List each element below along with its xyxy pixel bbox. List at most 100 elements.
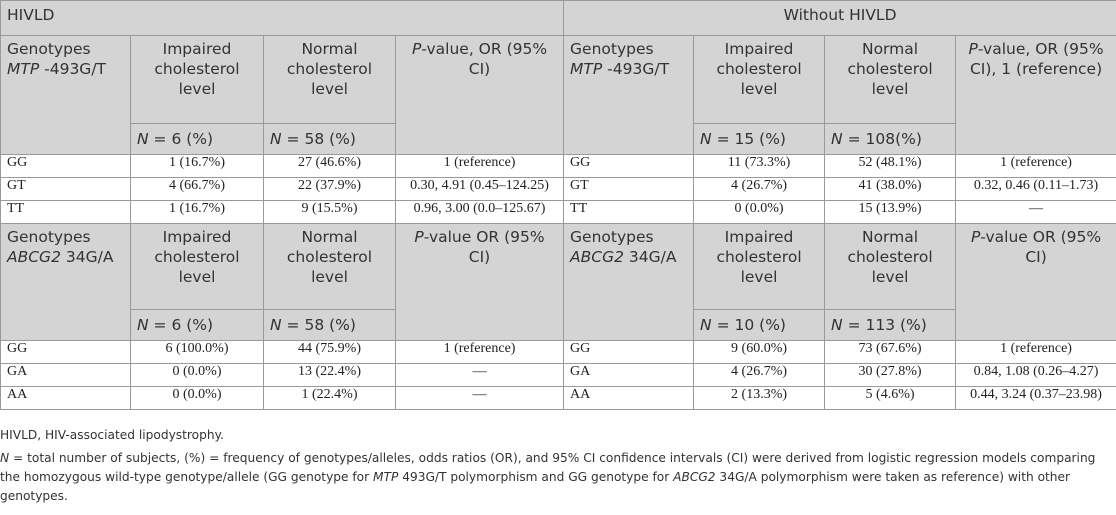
mtp-n-impaired-right: N = 15 (%) [693,123,826,155]
genotype-cell: TT [0,200,131,224]
pvalue-cell: — [394,386,565,410]
n-value: = 6 (%) [153,316,214,334]
footnote-text: 34G/A polymorphism were taken as referen… [0,470,1071,503]
pvalue-cell: — [955,200,1116,224]
impaired-cell: 6 (100.0%) [130,340,264,364]
abcg2-n-impaired-left: N = 6 (%) [130,309,264,341]
mtp-n-impaired-left: N = 6 (%) [130,123,264,155]
abcg2-header-row: Genotypes ABCG2 34G/A Impaired cholester… [0,223,1116,341]
p-symbol: P [414,228,424,246]
normal-cell: 5 (4.6%) [824,386,957,410]
abcg2-n-normal-left: N = 58 (%) [263,309,396,341]
impaired-cell: 1 (16.7%) [130,154,264,178]
impaired-cell: 4 (66.7%) [130,177,264,201]
genotype-cell: AA [0,386,131,410]
mtp-normal-header-right: Normal cholesterol level [824,35,957,124]
variant-label: 34G/A [60,248,114,266]
pvalue-cell: 0.44, 3.24 (0.37–23.98) [955,386,1116,410]
normal-cell: 44 (75.9%) [263,340,396,364]
impaired-cell: 0 (0.0%) [130,363,264,387]
variant-label: 34G/A [623,248,677,266]
pvalue-label: -value, OR (95% CI), 1 (reference) [969,40,1104,78]
genotype-cell: TT [563,200,695,224]
normal-cell: 30 (27.8%) [824,363,957,387]
genotype-label: Genotypes [570,228,654,246]
mtp-pvalue-header-left: P-value, OR (95% CI) [394,35,565,155]
table-row: GT 4 (66.7%) 22 (37.9%) 0.30, 4.91 (0.45… [0,177,1116,201]
table-row: GG 6 (100.0%) 44 (75.9%) 1 (reference) G… [0,340,1116,364]
n-symbol: N [700,316,712,334]
pvalue-cell: 1 (reference) [955,154,1116,178]
footnote-text: = total number of subjects, (%) = freque… [0,451,1096,484]
genotype-cell: GG [0,340,131,364]
mtp-impaired-header-left: Impaired cholesterol level [130,35,264,124]
impaired-cell: 0 (0.0%) [130,386,264,410]
abcg2-n-normal-right: N = 113 (%) [824,309,957,341]
variant-label: -493G/T [39,60,107,78]
impaired-cell: 4 (26.7%) [693,177,826,201]
pvalue-label: -value OR (95% CI) [423,228,545,266]
abcg2-pvalue-header-right: P-value OR (95% CI) [955,223,1116,341]
table-row: GG 1 (16.7%) 27 (46.6%) 1 (reference) GG… [0,154,1116,178]
p-symbol: P [411,40,422,58]
group-hivld: HIVLD [0,0,565,36]
genotype-cell: GA [0,363,131,387]
normal-cell: 52 (48.1%) [824,154,957,178]
mtp-n-normal-left: N = 58 (%) [263,123,396,155]
genotype-cell: AA [563,386,695,410]
mtp-impaired-header-right: Impaired cholesterol level [693,35,826,124]
n-symbol: N [137,316,149,334]
gene-name: MTP [7,60,40,78]
n-symbol: N [270,316,282,334]
footnote-text: 493G/T polymorphism and GG genotype for [398,470,674,484]
n-symbol: N [831,316,843,334]
abcg2-genotype-header-right: Genotypes ABCG2 34G/A [563,223,695,341]
n-symbol: N [0,451,10,465]
pvalue-cell: 0.96, 3.00 (0.0–125.67) [394,200,565,224]
group-header-row: HIVLD Without HIVLD [0,0,1116,36]
p-symbol: P [968,40,978,58]
mtp-genotype-header-left: Genotypes MTP -493G/T [0,35,131,155]
footnote-abbreviation: HIVLD, HIV-associated lipodystrophy. [0,428,224,442]
n-value: = 6 (%) [153,130,214,148]
footnote-methods: N = total number of subjects, (%) = freq… [0,449,1112,506]
impaired-cell: 9 (60.0%) [693,340,826,364]
abcg2-pvalue-header-left: P-value OR (95% CI) [394,223,565,341]
abcg2-normal-header-left: Normal cholesterol level [263,223,396,310]
normal-cell: 27 (46.6%) [263,154,396,178]
normal-cell: 1 (22.4%) [263,386,396,410]
n-symbol: N [831,130,843,148]
table-row: AA 0 (0.0%) 1 (22.4%) — AA 2 (13.3%) 5 (… [0,386,1116,410]
pvalue-label: -value, OR (95% CI) [421,40,548,78]
genotype-cell: GG [563,340,695,364]
gene-name: MTP [373,470,399,484]
mtp-header-row: Genotypes MTP -493G/T Impaired cholester… [0,35,1116,155]
genotype-label: Genotypes [7,228,91,246]
n-symbol: N [270,130,282,148]
table-footnotes: HIVLD, HIV-associated lipodystrophy. N =… [0,426,1112,506]
group-without-hivld: Without HIVLD [563,0,1116,36]
normal-cell: 41 (38.0%) [824,177,957,201]
abcg2-genotype-header-left: Genotypes ABCG2 34G/A [0,223,131,341]
normal-cell: 73 (67.6%) [824,340,957,364]
genotype-cell: GA [563,363,695,387]
pvalue-cell: 0.32, 0.46 (0.11–1.73) [955,177,1116,201]
table-row: GA 0 (0.0%) 13 (22.4%) — GA 4 (26.7%) 30… [0,363,1116,387]
n-value: = 108(%) [847,130,922,148]
n-symbol: N [137,130,149,148]
impaired-cell: 0 (0.0%) [693,200,826,224]
genotype-label: Genotypes [7,40,91,58]
p-symbol: P [970,228,981,246]
gene-name: MTP [570,60,603,78]
n-value: = 58 (%) [286,316,356,334]
n-value: = 10 (%) [716,316,786,334]
pvalue-cell: 1 (reference) [955,340,1116,364]
n-symbol: N [700,130,712,148]
genotype-cell: GG [0,154,131,178]
gene-name: ABCG2 [673,470,716,484]
impaired-cell: 4 (26.7%) [693,363,826,387]
pvalue-cell: — [394,363,565,387]
normal-cell: 15 (13.9%) [824,200,957,224]
genotype-cell: GG [563,154,695,178]
mtp-n-normal-right: N = 108(%) [824,123,957,155]
